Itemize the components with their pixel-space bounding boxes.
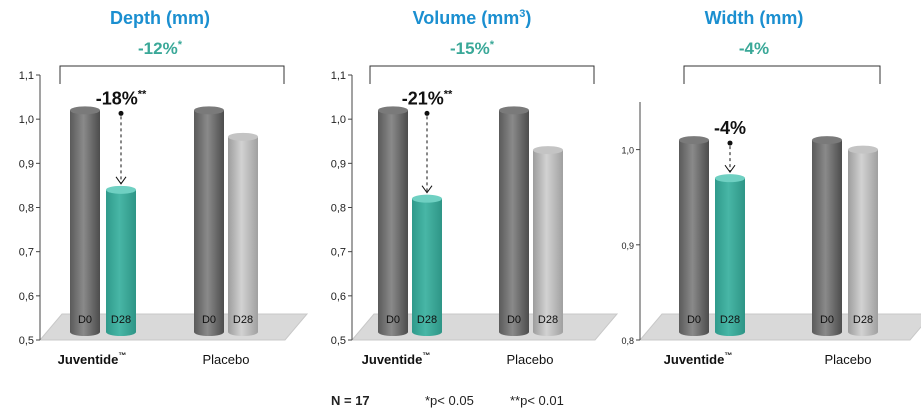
significance-bracket [369,65,595,84]
y-tick-label: 0,8 [19,203,34,215]
overall-change: -12%* [138,39,183,58]
group-label: Placebo [825,352,872,367]
bar-base [106,328,136,336]
overall-change: -4% [739,39,769,58]
significance-p01: **p< 0.01 [510,393,564,408]
bar-base [378,328,408,336]
bar-top [679,136,709,145]
sample-size: N = 17 [331,393,370,408]
bar-label: D28 [111,314,131,326]
bar [812,140,842,332]
arrow-start-dot [424,110,430,116]
arrow-start-dot [727,140,733,146]
bar-label: D28 [417,314,437,326]
bar-label: D28 [233,314,253,326]
y-tick-label: 0,7 [19,247,34,259]
y-tick-label: 0,5 [331,335,346,347]
bar-label: D28 [538,314,558,326]
bar-base [812,328,842,336]
bar-top [533,146,563,155]
bar-top [378,106,408,115]
significance-bracket [683,65,881,84]
bar-top [228,132,258,141]
bar [533,150,563,332]
treatment-change: -21%** [402,88,453,108]
chart-panel-3: Width (mm) -4% 0,8 0,9 1,0 D0 D28 Juventide™ D0 D… [621,8,921,367]
bar [715,178,745,332]
bar-label: D28 [720,314,740,326]
group-label: Juventide™ [58,351,127,367]
bar [106,189,136,332]
bar [848,149,878,332]
significance-bracket [59,65,285,84]
bar-base [533,328,563,336]
bar-top [499,106,529,115]
bar [679,140,709,332]
y-tick-label: 0,5 [19,335,34,347]
arrow-head [115,176,127,185]
footer: N = 17 *p< 0.05 **p< 0.01 [0,393,921,413]
bar [378,110,408,332]
y-tick-label: 1,0 [331,114,346,126]
bar-label: D28 [853,314,873,326]
y-tick-label: 0,6 [19,291,34,303]
y-tick-label: 0,9 [331,158,346,170]
group-label: Placebo [507,352,554,367]
chart-panel-2: Volume (mm3) -15%* 0,5 0,6 0,7 0,8 0,9 1,0 1,1 D0… [331,8,619,367]
chart-panel-1: Depth (mm) -12%* 0,5 0,6 0,7 0,8 0,9 1,0 1,1 D0 D2… [19,8,309,367]
bar-base [70,328,100,336]
bar-label: D0 [820,314,834,326]
bar-base [499,328,529,336]
bar-top [194,106,224,115]
y-tick-label: 0,6 [331,291,346,303]
chart-title: Volume (mm3) [413,8,532,28]
treatment-change: -18%** [96,88,147,108]
bar-label: D0 [386,314,400,326]
group-label: Juventide™ [664,351,733,367]
chart-title: Width (mm) [705,8,804,28]
bar-base [848,328,878,336]
bar-base [412,328,442,336]
treatment-change: -4% [714,118,746,138]
arrow-start-dot [118,110,124,116]
y-tick-label: 1,0 [19,114,34,126]
bar-top [715,174,745,183]
bar-label: D0 [202,314,216,326]
y-tick-label: 1,1 [19,70,34,82]
y-tick-label: 0,7 [331,247,346,259]
bar-label: D0 [507,314,521,326]
y-tick-label: 0,9 [621,241,634,251]
bar-base [715,328,745,336]
bar-base [194,328,224,336]
y-tick-label: 0,9 [19,158,34,170]
significance-p05: *p< 0.05 [425,393,474,408]
group-label: Placebo [203,352,250,367]
bar [70,110,100,332]
y-tick-label: 1,1 [331,70,346,82]
bar-label: D0 [78,314,92,326]
chart-title: Depth (mm) [110,8,210,28]
bar [228,136,258,332]
bar-top [848,145,878,154]
y-tick-label: 1,0 [621,146,634,156]
bar-label: D0 [687,314,701,326]
bar-base [679,328,709,336]
arrow-head [724,164,736,174]
y-tick-label: 0,8 [621,336,634,346]
overall-change: -15%* [450,39,495,58]
bar [412,198,442,332]
bar-base [228,328,258,336]
bar-top [412,194,442,203]
bar [499,110,529,332]
bar-top [70,106,100,115]
y-tick-label: 0,8 [331,203,346,215]
arrow-head [421,185,433,194]
bar-top [106,185,136,194]
group-label: Juventide™ [362,351,431,367]
bar-top [812,136,842,145]
bar [194,110,224,332]
